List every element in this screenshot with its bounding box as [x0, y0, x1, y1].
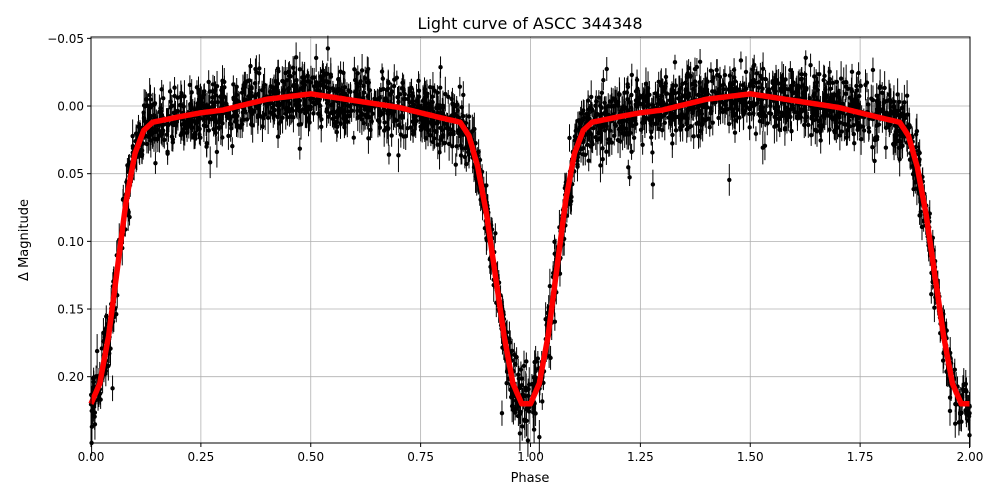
- x-tick-label: 1.75: [847, 450, 874, 464]
- data-point: [822, 66, 826, 86]
- x-tick-label: 2.00: [957, 450, 984, 464]
- data-point: [314, 44, 318, 72]
- data-point: [172, 87, 176, 104]
- y-tick-label: 0.20: [57, 370, 84, 384]
- data-point: [630, 64, 634, 86]
- data-point: [625, 77, 629, 91]
- data-point: [605, 57, 609, 81]
- data-point: [871, 58, 875, 83]
- data-point: [754, 126, 758, 141]
- data-point: [727, 164, 731, 196]
- data-point: [763, 131, 767, 160]
- x-tick-label: 1.50: [737, 450, 764, 464]
- data-point: [204, 137, 208, 156]
- data-point: [808, 54, 812, 77]
- data-point: [567, 124, 571, 151]
- data-point: [698, 49, 702, 75]
- x-axis: 0.00 0.25 0.50 0.75 1.00 1.25 1.50 1.75 2.00: [78, 443, 984, 464]
- data-point: [110, 375, 114, 401]
- y-tick-label: 0.00: [57, 100, 84, 114]
- data-point: [387, 145, 391, 165]
- data-point: [809, 125, 813, 146]
- data-point: [852, 135, 856, 151]
- y-tick-label: 0.15: [57, 303, 84, 317]
- data-point: [153, 152, 157, 174]
- data-point: [198, 130, 202, 146]
- data-point: [395, 71, 399, 85]
- x-tick-label: 0.75: [407, 450, 434, 464]
- data-point: [257, 62, 261, 84]
- x-axis-label: Phase: [511, 471, 550, 486]
- data-point: [804, 50, 808, 65]
- y-tick-label: 0.10: [57, 235, 84, 249]
- data-point: [673, 55, 677, 70]
- data-point: [326, 36, 330, 61]
- y-tick-label: 0.05: [57, 167, 84, 181]
- chart-title: Light curve of ASCC 344348: [417, 14, 642, 33]
- data-point: [500, 401, 504, 426]
- data-point: [598, 149, 602, 183]
- y-axis-label: Δ Magnitude: [17, 199, 32, 281]
- data-point: [536, 351, 540, 366]
- data-point: [458, 77, 462, 96]
- data-point: [454, 153, 458, 176]
- data-point: [884, 136, 888, 159]
- data-point: [540, 393, 544, 410]
- data-point: [352, 131, 356, 145]
- x-tick-label: 0.25: [188, 450, 215, 464]
- data-point: [382, 114, 386, 146]
- data-point: [396, 139, 400, 173]
- data-point: [95, 334, 99, 368]
- x-tick-label: 1.25: [627, 450, 654, 464]
- data-point: [446, 90, 450, 104]
- x-tick-label: 1.00: [517, 450, 544, 464]
- data-point: [905, 80, 909, 111]
- x-tick-label: 0.00: [78, 450, 105, 464]
- x-tick-label: 0.50: [297, 450, 324, 464]
- data-point: [298, 138, 302, 160]
- data-point: [165, 142, 169, 164]
- y-axis: −0.05 0.00 0.05 0.10 0.15 0.20: [47, 32, 91, 384]
- data-point: [739, 52, 743, 70]
- y-tick-label: −0.05: [47, 32, 84, 46]
